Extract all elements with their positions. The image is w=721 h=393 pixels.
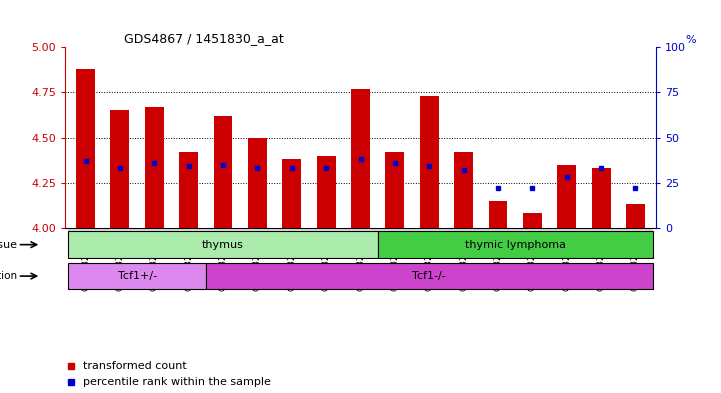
- FancyBboxPatch shape: [549, 228, 584, 237]
- Text: genotype/variation: genotype/variation: [0, 271, 17, 281]
- FancyBboxPatch shape: [68, 231, 378, 258]
- Bar: [592, 168, 611, 228]
- FancyBboxPatch shape: [205, 263, 653, 289]
- Bar: [523, 213, 541, 228]
- FancyBboxPatch shape: [446, 228, 481, 237]
- FancyBboxPatch shape: [102, 228, 137, 237]
- Text: thymus: thymus: [202, 240, 244, 250]
- Text: Tcf1-/-: Tcf1-/-: [412, 271, 446, 281]
- Bar: [626, 204, 645, 228]
- Bar: [386, 152, 404, 228]
- FancyBboxPatch shape: [584, 228, 619, 237]
- FancyBboxPatch shape: [172, 228, 205, 237]
- FancyBboxPatch shape: [240, 228, 275, 237]
- Bar: [420, 96, 438, 228]
- FancyBboxPatch shape: [205, 228, 240, 237]
- FancyBboxPatch shape: [481, 228, 516, 237]
- Bar: [76, 69, 95, 228]
- Bar: [180, 152, 198, 228]
- FancyBboxPatch shape: [378, 228, 412, 237]
- FancyBboxPatch shape: [412, 228, 446, 237]
- FancyBboxPatch shape: [378, 231, 653, 258]
- Text: percentile rank within the sample: percentile rank within the sample: [83, 377, 270, 387]
- FancyBboxPatch shape: [516, 228, 549, 237]
- Bar: [317, 156, 335, 228]
- FancyBboxPatch shape: [343, 228, 378, 237]
- Text: thymic lymphoma: thymic lymphoma: [464, 240, 566, 250]
- Bar: [110, 110, 129, 228]
- Text: tissue: tissue: [0, 240, 17, 250]
- FancyBboxPatch shape: [137, 228, 172, 237]
- Text: %: %: [686, 35, 696, 45]
- Bar: [213, 116, 232, 228]
- FancyBboxPatch shape: [68, 263, 205, 289]
- Bar: [557, 165, 576, 228]
- Bar: [145, 107, 164, 228]
- Bar: [454, 152, 473, 228]
- Bar: [489, 201, 508, 228]
- Text: GDS4867 / 1451830_a_at: GDS4867 / 1451830_a_at: [124, 31, 284, 44]
- FancyBboxPatch shape: [68, 228, 102, 237]
- Bar: [351, 89, 370, 228]
- FancyBboxPatch shape: [275, 228, 309, 237]
- Text: Tcf1+/-: Tcf1+/-: [118, 271, 156, 281]
- FancyBboxPatch shape: [619, 228, 653, 237]
- Text: transformed count: transformed count: [83, 361, 186, 371]
- Bar: [248, 138, 267, 228]
- FancyBboxPatch shape: [309, 228, 343, 237]
- Bar: [283, 159, 301, 228]
